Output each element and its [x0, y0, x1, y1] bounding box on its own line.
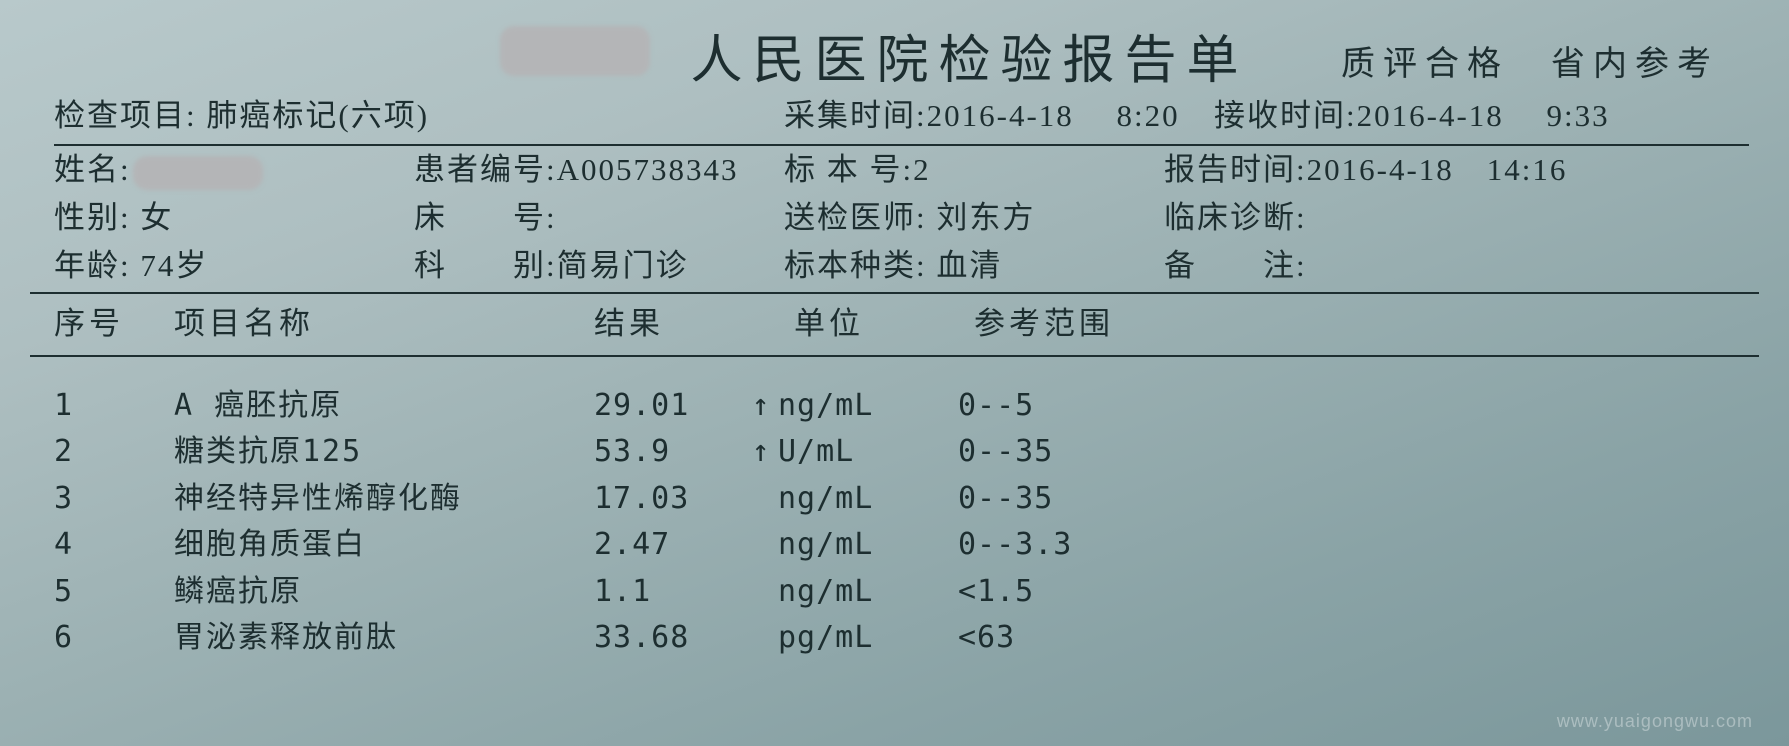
collect-label: 采集时间:	[784, 98, 927, 133]
cell-seq: 3	[54, 476, 174, 523]
cell-ref: 0--5	[958, 383, 1218, 430]
cell-ref: <1.5	[958, 569, 1218, 616]
cell-ref: <63	[958, 615, 1218, 662]
cell-result: 53.9	[594, 429, 744, 476]
hdr-name: 项目名称	[174, 298, 594, 351]
specno-label: 标 本 号:	[784, 152, 913, 187]
cell-seq: 2	[54, 429, 174, 476]
up-arrow-icon: ↑	[744, 383, 778, 430]
cell-result: 2.47	[594, 522, 744, 569]
diag-label: 临床诊断:	[1164, 200, 1307, 235]
cell-name: 神经特异性烯醇化酶	[174, 476, 594, 523]
table-row: 2糖类抗原12553.9↑U/mL0--35	[54, 429, 1749, 476]
sex-value: 女	[140, 200, 173, 235]
cell-name: 胃泌素释放前肽	[174, 615, 594, 662]
cell-seq: 6	[54, 615, 174, 662]
cell-seq: 4	[54, 522, 174, 569]
report-page: 人民医院检验报告单 质评合格 省内参考 检查项目: 肺癌标记(六项) 采集时间:…	[0, 0, 1789, 746]
spectype-label: 标本种类:	[784, 248, 927, 283]
cell-result: 1.1	[594, 569, 744, 616]
cell-unit: ng/mL	[778, 569, 958, 616]
cell-result: 33.68	[594, 615, 744, 662]
cell-unit: ng/mL	[778, 383, 958, 430]
age-value: 74岁	[140, 248, 208, 283]
title-row: 人民医院检验报告单 质评合格 省内参考	[30, 18, 1759, 88]
pid-value: A005738343	[557, 152, 739, 187]
receive-label: 接收时间:	[1214, 98, 1357, 133]
table-row: 5鳞癌抗原1.1 ng/mL<1.5	[54, 569, 1749, 616]
cell-name: 细胞角质蛋白	[174, 522, 594, 569]
exam-label: 检查项目:	[54, 98, 197, 133]
cell-seq: 5	[54, 569, 174, 616]
table-row: 1A 癌胚抗原29.01↑ng/mL0--5	[54, 383, 1749, 430]
cell-unit: U/mL	[778, 429, 958, 476]
dept-label: 科 别:	[414, 248, 557, 283]
doctor-label: 送检医师:	[784, 200, 927, 235]
hospital-name-redaction	[500, 26, 650, 76]
patient-name-redaction	[133, 156, 263, 190]
up-arrow-icon: ↑	[744, 429, 778, 476]
dept-value: 简易门诊	[557, 248, 689, 283]
cell-unit: pg/mL	[778, 615, 958, 662]
cell-result: 29.01	[594, 383, 744, 430]
meta-row-3: 性别: 女 床 号: 送检医师: 刘东方 临床诊断:	[54, 194, 1749, 242]
doctor-value: 刘东方	[936, 200, 1035, 235]
hdr-ref: 参考范围	[974, 298, 1234, 351]
meta-row-1: 检查项目: 肺癌标记(六项) 采集时间:2016-4-18 8:20 接收时间:…	[54, 92, 1749, 140]
cell-ref: 0--3.3	[958, 522, 1218, 569]
cell-unit: ng/mL	[778, 522, 958, 569]
watermark: www.yuaigongwu.com	[1557, 711, 1753, 732]
age-label: 年龄:	[54, 248, 131, 283]
cell-name: 糖类抗原125	[174, 429, 594, 476]
sex-label: 性别:	[54, 200, 131, 235]
meta-row-2: 姓名: 患者编号:A005738343 标 本 号:2 报告时间:2016-4-…	[54, 146, 1749, 194]
table-row: 4细胞角质蛋白2.47 ng/mL0--3.3	[54, 522, 1749, 569]
receive-value: 2016-4-18 9:33	[1357, 98, 1610, 133]
cell-ref: 0--35	[958, 476, 1218, 523]
meta-row-4: 年龄: 74岁 科 别:简易门诊 标本种类: 血清 备 注:	[54, 242, 1749, 290]
exam-value: 肺癌标记(六项)	[206, 98, 429, 133]
hdr-result: 结果	[594, 298, 754, 351]
table-body: 1A 癌胚抗原29.01↑ng/mL0--52糖类抗原12553.9↑U/mL0…	[30, 357, 1759, 662]
cell-unit: ng/mL	[778, 476, 958, 523]
spectype-value: 血清	[936, 248, 1002, 283]
table-row: 6胃泌素释放前肽33.68 pg/mL<63	[54, 615, 1749, 662]
note-label: 备 注:	[1164, 248, 1307, 283]
hdr-seq: 序号	[54, 298, 174, 351]
collect-value: 2016-4-18 8:20	[927, 98, 1180, 133]
cell-name: 鳞癌抗原	[174, 569, 594, 616]
cell-seq: 1	[54, 383, 174, 430]
cell-name: A 癌胚抗原	[174, 383, 594, 430]
cell-ref: 0--35	[958, 429, 1218, 476]
pid-label: 患者编号:	[414, 152, 557, 187]
report-subtitle: 质评合格 省内参考	[1341, 36, 1719, 85]
specno-value: 2	[913, 152, 931, 187]
name-label: 姓名:	[54, 152, 131, 187]
table-header: 序号 项目名称 结果 单位 参考范围	[30, 294, 1759, 357]
hdr-flag	[754, 298, 794, 351]
content-area: 人民医院检验报告单 质评合格 省内参考 检查项目: 肺癌标记(六项) 采集时间:…	[30, 18, 1759, 662]
hdr-unit: 单位	[794, 298, 974, 351]
table-row: 3神经特异性烯醇化酶17.03 ng/mL0--35	[54, 476, 1749, 523]
cell-result: 17.03	[594, 476, 744, 523]
report-label: 报告时间:	[1164, 152, 1307, 187]
meta-block: 检查项目: 肺癌标记(六项) 采集时间:2016-4-18 8:20 接收时间:…	[30, 92, 1759, 294]
report-title: 人民医院检验报告单	[690, 18, 1248, 93]
report-value: 2016-4-18 14:16	[1307, 152, 1568, 187]
bed-label: 床 号:	[414, 200, 557, 235]
